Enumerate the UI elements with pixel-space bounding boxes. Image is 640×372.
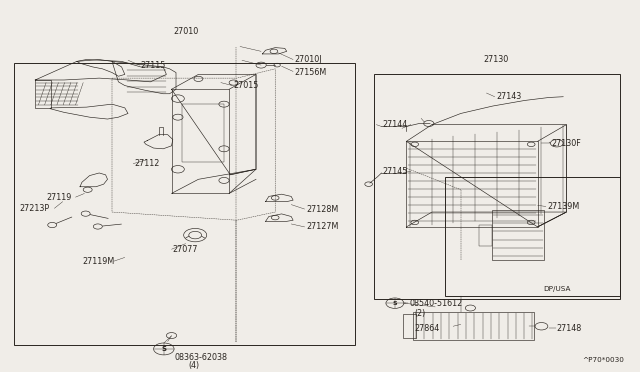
Text: 27119M: 27119M <box>82 257 114 266</box>
Text: DP/USA: DP/USA <box>543 286 570 292</box>
Text: 27130F: 27130F <box>552 139 581 148</box>
Text: 27139M: 27139M <box>547 202 579 211</box>
Text: 27010: 27010 <box>173 27 198 36</box>
Text: 27128M: 27128M <box>306 205 338 214</box>
Text: 27112: 27112 <box>134 159 160 168</box>
Text: 27864: 27864 <box>415 324 440 333</box>
Bar <box>445 177 620 296</box>
Text: 27127M: 27127M <box>306 222 339 231</box>
Text: 27148: 27148 <box>557 324 582 333</box>
Text: 27213P: 27213P <box>19 204 49 213</box>
Text: 27130: 27130 <box>483 55 509 64</box>
Text: 27077: 27077 <box>173 245 198 254</box>
Text: 27143: 27143 <box>496 92 521 101</box>
Bar <box>403 314 416 338</box>
Text: 08540-51612: 08540-51612 <box>410 299 463 308</box>
Text: S: S <box>161 346 166 352</box>
Text: ^P70*0030: ^P70*0030 <box>582 357 624 363</box>
Bar <box>413 312 534 340</box>
Text: 27119: 27119 <box>46 193 72 202</box>
Text: 27144: 27144 <box>383 120 408 129</box>
Text: 08363-62038: 08363-62038 <box>174 353 227 362</box>
Bar <box>479 225 492 246</box>
Bar <box>492 210 544 260</box>
Bar <box>14 63 355 345</box>
Text: 27145: 27145 <box>383 167 408 176</box>
Text: 27015: 27015 <box>234 81 259 90</box>
Text: (4): (4) <box>189 361 200 370</box>
Text: 27010J: 27010J <box>294 55 322 64</box>
Text: S: S <box>392 301 397 306</box>
Bar <box>374 74 620 299</box>
Bar <box>182 104 224 162</box>
Text: (2): (2) <box>415 309 426 318</box>
Text: 27156M: 27156M <box>294 68 326 77</box>
Text: 27115: 27115 <box>141 61 166 70</box>
